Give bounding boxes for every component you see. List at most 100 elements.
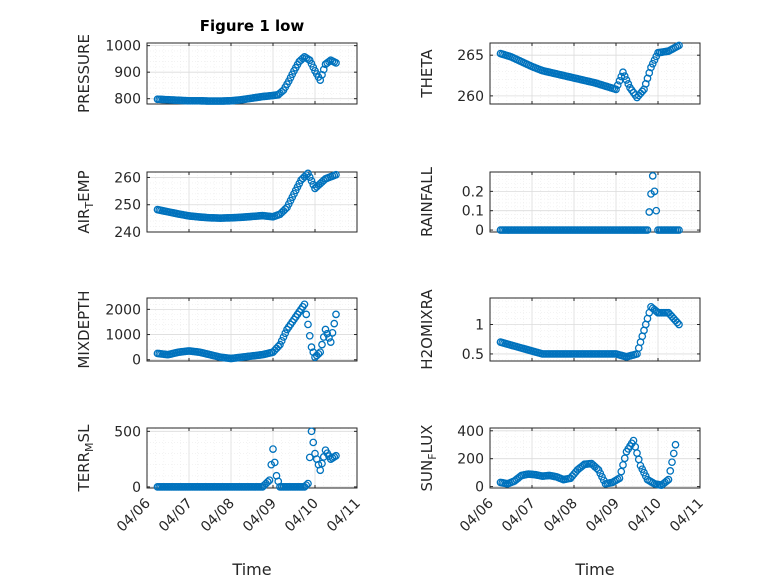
- data-point: [323, 329, 332, 338]
- y-tick-label: 1000: [105, 39, 141, 55]
- figure-title: Figure 1 low: [200, 17, 305, 35]
- data-point: [638, 87, 647, 96]
- data-point: [330, 319, 339, 328]
- data-point: [615, 76, 624, 85]
- x-tick-label: 04/06: [457, 495, 497, 535]
- axes-box: [146, 171, 358, 233]
- x-tick-label: 04/09: [583, 496, 623, 536]
- x-tick-label: 04/07: [499, 496, 539, 536]
- y-tick-label: 265: [457, 48, 484, 64]
- data-point: [332, 451, 340, 460]
- y-axis-label: MIXDEPTH: [75, 290, 93, 368]
- data-point: [305, 173, 314, 181]
- x-tick-label: 04/08: [541, 496, 581, 536]
- axes-box: [146, 297, 358, 362]
- y-tick-label: 200: [457, 452, 484, 468]
- data-point: [281, 329, 290, 338]
- data-point: [265, 476, 274, 485]
- data-point: [652, 206, 661, 215]
- data-point: [617, 467, 626, 476]
- y-tick-label: 0.1: [462, 204, 484, 220]
- data-point: [304, 169, 312, 178]
- data-point: [617, 72, 626, 81]
- x-tick-label: 04/08: [198, 496, 238, 536]
- data-point: [650, 187, 659, 196]
- y-tick-label: 2000: [105, 302, 141, 318]
- data-point: [307, 427, 316, 436]
- subplot-pressure: 800 900 1000 PRESSURE: [75, 34, 358, 113]
- data-point: [300, 300, 309, 309]
- data-point: [305, 331, 314, 340]
- y-axis-label: TERRMSL: [75, 424, 96, 493]
- data-point: [269, 445, 277, 453]
- data-point: [298, 54, 307, 63]
- data-point: [332, 59, 340, 67]
- data-point: [307, 177, 316, 185]
- axes-box: [489, 171, 701, 233]
- data-point: [634, 455, 643, 464]
- y-axis-label: H2OMIXRA: [418, 289, 436, 370]
- data-point: [669, 449, 678, 458]
- axes-box: [489, 297, 701, 362]
- y-axis-label: SUNFLUX: [418, 425, 439, 492]
- data-point: [304, 479, 312, 488]
- data-point: [648, 59, 657, 68]
- x-tick-label: 04/09: [240, 496, 280, 536]
- data-point: [650, 56, 659, 64]
- x-tick-label: 04/07: [156, 496, 196, 536]
- data-point: [314, 350, 323, 358]
- axes-box: [146, 427, 358, 489]
- data-point: [325, 334, 333, 342]
- y-tick-label: 900: [114, 65, 141, 81]
- data-point: [302, 481, 311, 490]
- data-point: [675, 41, 683, 50]
- data-point: [318, 459, 326, 468]
- data-point: [613, 81, 622, 89]
- data-point: [619, 68, 627, 77]
- y-axis-label: THETA: [418, 49, 436, 99]
- data-point: [326, 338, 335, 346]
- y-tick-label: 240: [114, 225, 141, 241]
- data-point: [620, 72, 629, 80]
- data-point: [274, 342, 283, 351]
- axes-box: [489, 42, 701, 105]
- data-point: [578, 461, 587, 470]
- data-point: [318, 340, 326, 349]
- data-point: [328, 329, 337, 337]
- data-point: [309, 438, 318, 447]
- data-point: [671, 440, 680, 449]
- data-point: [662, 477, 671, 485]
- y-tick-label: 0: [132, 480, 141, 496]
- data-point: [664, 475, 673, 484]
- data-point: [307, 343, 316, 351]
- data-point: [612, 85, 620, 94]
- data-point: [304, 320, 312, 329]
- data-point: [645, 208, 654, 216]
- x-tick-label: 04/06: [114, 495, 154, 535]
- subplot-terr_msl: 0 500 04/06 04/07 04/08 04/09 04/10 04/11 TERRMS…: [75, 424, 364, 535]
- data-point: [643, 226, 652, 234]
- y-axis-label: PRESSURE: [75, 34, 93, 113]
- y-tick-label: 0: [132, 353, 141, 369]
- axes-box: [146, 42, 358, 105]
- y-tick-label: 800: [114, 92, 141, 108]
- x-tick-label: 04/10: [282, 496, 322, 536]
- x-axis-label-right: Time: [574, 560, 614, 579]
- y-tick-label: 260: [114, 170, 141, 186]
- x-tick-label: 04/11: [324, 496, 364, 536]
- x-tick-label: 04/11: [667, 496, 707, 536]
- data-point: [316, 348, 325, 357]
- data-point: [648, 172, 657, 180]
- subplot-theta: 260 265 THETA: [418, 41, 701, 105]
- y-tick-label: 0.5: [462, 347, 484, 363]
- data-point: [652, 307, 661, 316]
- data-point: [619, 461, 627, 469]
- x-axis-label-left: Time: [231, 560, 271, 579]
- data-point: [302, 310, 311, 319]
- data-point: [668, 458, 676, 467]
- y-tick-label: 1: [475, 317, 484, 333]
- x-tick-label: 04/10: [625, 496, 665, 536]
- y-tick-label: 0: [475, 480, 484, 496]
- y-tick-label: 0: [475, 223, 484, 239]
